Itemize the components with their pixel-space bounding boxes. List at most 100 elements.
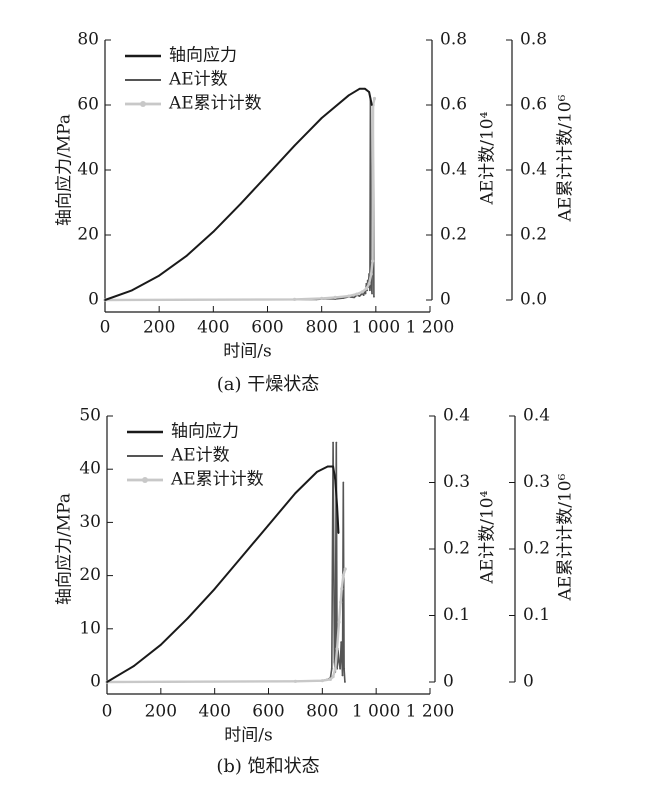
axial-stress-point	[337, 532, 340, 534]
ae-cumulative-point	[320, 296, 324, 300]
ae-count-point	[339, 667, 341, 670]
legend-label: 轴向应力	[169, 46, 237, 66]
left-y-tick-label: 0	[90, 672, 101, 692]
axial-stress-point	[133, 665, 135, 667]
ae-cumulative-point	[355, 292, 359, 296]
ae-count-line	[104, 97, 375, 301]
ae-cumulative-point	[343, 567, 347, 571]
ae-cumulative-point	[369, 272, 373, 276]
left-y-tick-label: 0	[88, 290, 99, 310]
right2-tick-label: 0.0	[520, 290, 547, 310]
ae-count-point	[341, 674, 344, 677]
ae-count-point	[338, 661, 340, 663]
right1-tick-label: 0.4	[443, 406, 470, 426]
right2-axis-title: AE累计计数/10⁶	[556, 473, 576, 601]
x-tick-label: 0	[100, 318, 111, 338]
x-axis-title: 时间/s	[223, 342, 271, 362]
ae-cumulative-point	[339, 600, 343, 604]
right2-axis-title: AE累计计数/10⁶	[556, 94, 576, 222]
ae-count-point	[332, 441, 334, 444]
axial-stress-point	[104, 299, 106, 301]
ae-count-point	[362, 294, 365, 297]
axial-stress-point	[158, 274, 161, 277]
axial-stress-point	[159, 643, 162, 646]
x-axis-title: 时间/s	[224, 726, 272, 746]
axial-stress-point	[212, 230, 215, 233]
axial-stress-point	[293, 144, 296, 147]
axial-stress-point	[266, 173, 269, 176]
ae-count-point	[353, 296, 356, 299]
x-tick-label: 1 000	[352, 702, 401, 722]
axial-stress-line	[106, 465, 340, 683]
ae-cumulative-point	[320, 679, 324, 683]
x-tick-label: 800	[306, 702, 338, 722]
right1-axis-title: AE计数/10⁴	[478, 111, 498, 205]
left-y-tick-label: 40	[79, 459, 101, 479]
ae-cumulative-point	[347, 294, 351, 298]
axial-stress-point	[240, 556, 243, 558]
axial-stress-point	[368, 91, 370, 93]
right1-tick-label: 0	[443, 672, 454, 692]
ae-cumulative-point	[292, 297, 297, 301]
right1-tick-label: 0.4	[440, 160, 467, 180]
right2-tick-label: 0.6	[520, 95, 547, 115]
ae-count-point	[342, 481, 345, 484]
right1-tick-label: 0.3	[443, 472, 470, 492]
axial-stress-point	[239, 203, 242, 206]
left-y-tick-label: 80	[77, 30, 99, 50]
ae-count-point	[370, 282, 373, 285]
ae-cumulative-line	[104, 98, 376, 302]
right2-tick-label: 0.4	[523, 406, 550, 426]
ae-cumulative-point	[333, 295, 337, 299]
legend-marker	[140, 101, 146, 107]
axial-stress-point	[213, 588, 216, 590]
ae-cumulative-point	[333, 667, 337, 671]
x-tick-label: 400	[198, 702, 230, 722]
ae-cumulative-line	[106, 568, 347, 684]
axial-stress-point	[267, 524, 270, 526]
panel-caption: (a) 干燥状态	[217, 374, 320, 395]
right1-axis-title: AE计数/10⁴	[478, 490, 498, 584]
x-tick-label: 1 200	[406, 318, 455, 338]
legend-label: AE计数	[168, 70, 228, 90]
ae-cumulative-point	[364, 287, 368, 291]
chart-panel-a: 0 200 400 600 800 1 000 1 20002040608000.20.40…	[55, 30, 576, 396]
ae-count-point	[364, 292, 367, 295]
left-y-axis-title: 轴向应力/MPa	[55, 493, 75, 605]
right2-tick-label: 0.2	[520, 225, 547, 245]
ae-count-point	[366, 279, 369, 282]
x-tick-label: 1 200	[406, 702, 455, 722]
axial-stress-point	[364, 87, 366, 90]
left-y-tick-label: 50	[79, 406, 101, 426]
ae-count-point	[340, 641, 343, 643]
right2-tick-label: 0.4	[520, 160, 547, 180]
ae-cumulative-point	[293, 679, 298, 683]
axial-stress-line	[104, 87, 373, 301]
ae-cumulative-point	[372, 96, 377, 101]
ae-cumulative-point	[337, 620, 341, 624]
right1-tick-label: 0.6	[440, 95, 467, 115]
x-tick-label: 400	[197, 318, 229, 338]
left-y-tick-label: 30	[79, 512, 101, 532]
right2-tick-label: 0	[523, 672, 534, 692]
axial-stress-point	[320, 117, 323, 119]
legend-label: AE累计计数	[170, 470, 264, 490]
right1-tick-label: 0.2	[440, 225, 467, 245]
legend-marker	[142, 477, 148, 483]
right1-tick-label: 0.2	[443, 539, 470, 559]
x-tick-label: 0	[102, 702, 113, 722]
legend-label: AE计数	[170, 446, 230, 466]
axial-stress-point	[326, 465, 329, 468]
ae-cumulative-point	[367, 282, 371, 286]
ae-count-point	[368, 289, 371, 292]
axial-stress-point	[185, 255, 188, 258]
axial-stress-point	[316, 470, 318, 473]
ae-cumulative-point	[328, 677, 333, 681]
x-tick-label: 600	[252, 702, 284, 722]
ae-count-point	[343, 667, 346, 670]
axial-stress-point	[347, 94, 350, 97]
left-y-axis-title: 轴向应力/MPa	[55, 114, 75, 226]
left-y-tick-label: 10	[79, 618, 101, 638]
ae-count-point	[344, 681, 346, 683]
